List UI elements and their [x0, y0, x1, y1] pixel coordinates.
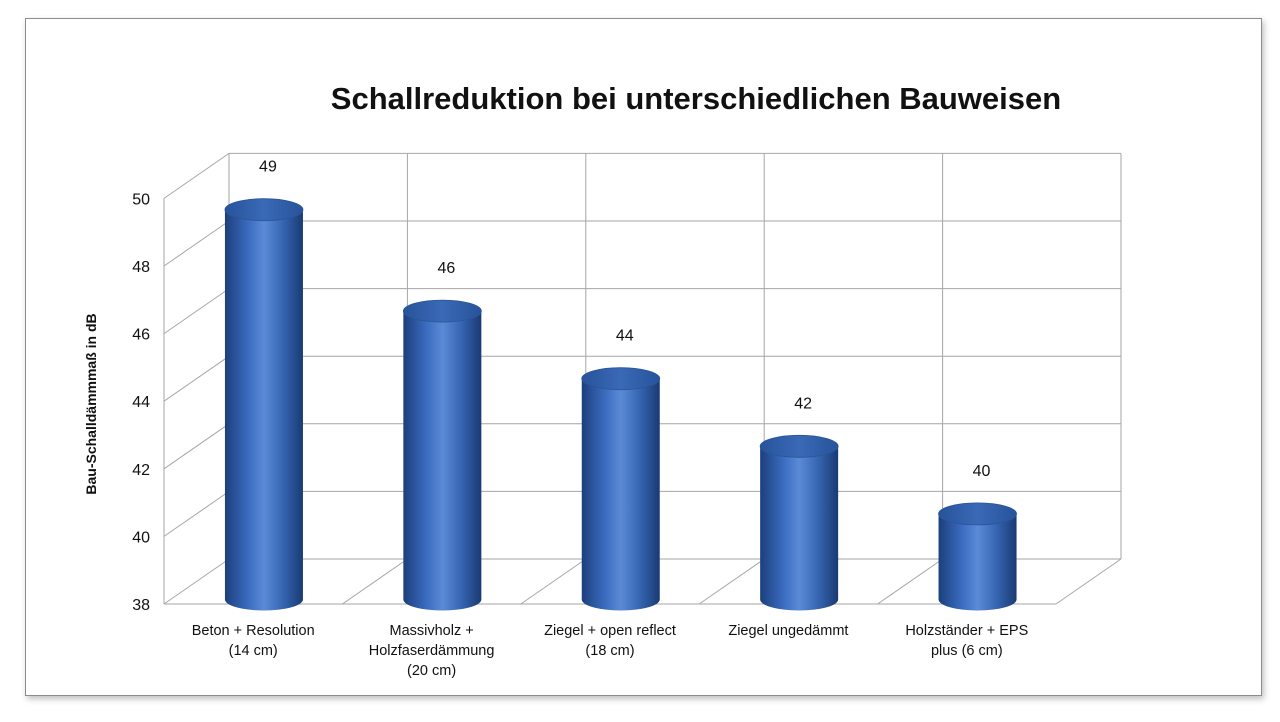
bar-body [938, 513, 1017, 611]
gridline-side [163, 355, 230, 402]
chart-frame: Schallreduktion bei unterschiedlichen Ba… [25, 18, 1262, 696]
y-tick-labels: 38 40 42 44 46 48 50 [132, 191, 150, 614]
category-label: Beton + Resolution (14 cm) [192, 623, 315, 659]
floor-divider [698, 558, 765, 605]
gridline-side [163, 558, 230, 605]
gridline-side [163, 220, 230, 267]
bar-top [759, 434, 839, 458]
floor-divider [342, 558, 408, 605]
data-label: 46 [437, 260, 455, 277]
category-label: Ziegel ungedämmt [728, 623, 848, 639]
gridline-side [163, 152, 230, 199]
y-tick-label: 50 [132, 191, 150, 208]
floor-divider [520, 558, 587, 605]
gridline-side [163, 490, 230, 537]
bar-3: 44 [581, 328, 661, 611]
category-label-line: Ziegel ungedämmt [728, 623, 848, 639]
bar-body [224, 209, 303, 611]
bar-top [938, 502, 1017, 526]
category-label-line: Massivholz + [389, 623, 473, 639]
bar-1: 49 [224, 159, 304, 611]
data-label: 49 [259, 159, 277, 176]
gridline-side [163, 423, 230, 470]
bar-top [402, 299, 482, 323]
bar-body [760, 446, 839, 611]
bar-body [581, 378, 660, 611]
floor-divider [877, 558, 943, 605]
category-labels: Beton + Resolution (14 cm) Massivholz + Hol… [192, 623, 1029, 679]
category-label-line: Holzfaserdämmung [369, 643, 495, 659]
bar-5: 40 [938, 463, 1017, 611]
category-label: Holzständer + EPS plus (6 cm) [905, 623, 1028, 659]
data-label: 44 [616, 328, 634, 345]
chart-svg: Schallreduktion bei unterschiedlichen Ba… [83, 81, 1122, 679]
y-tick-label: 48 [132, 259, 150, 276]
category-label-line: Beton + Resolution [192, 623, 315, 639]
y-tick-label: 40 [132, 529, 150, 546]
data-label: 42 [794, 395, 812, 412]
bar-4: 42 [759, 395, 839, 611]
bar-top [224, 198, 304, 222]
gridline-side [163, 288, 230, 335]
data-label: 40 [973, 463, 991, 480]
bar-layer: 49 46 44 42 40 [224, 159, 1017, 611]
y-tick-label: 44 [132, 394, 150, 411]
category-label-line: Holzständer + EPS [905, 623, 1028, 639]
category-label: Massivholz + Holzfaserdämmung (20 cm) [369, 623, 495, 679]
category-label-line: Ziegel + open reflect [544, 623, 676, 639]
category-label-line: (20 cm) [407, 663, 456, 679]
category-label-line: (18 cm) [585, 643, 634, 659]
category-label-line: plus (6 cm) [931, 643, 1003, 659]
bar-body [403, 311, 482, 611]
y-axis-label: Bau-Schalldämmmaß in dB [83, 313, 99, 494]
y-tick-label: 46 [132, 327, 150, 344]
category-label: Ziegel + open reflect (18 cm) [544, 623, 676, 659]
category-label-line: (14 cm) [229, 643, 278, 659]
y-tick-label: 38 [132, 597, 150, 614]
bar-top [581, 367, 661, 391]
floor-right-edge [1055, 558, 1122, 605]
bar-2: 46 [402, 260, 482, 611]
chart-title: Schallreduktion bei unterschiedlichen Ba… [331, 81, 1061, 116]
y-tick-label: 42 [132, 462, 150, 479]
